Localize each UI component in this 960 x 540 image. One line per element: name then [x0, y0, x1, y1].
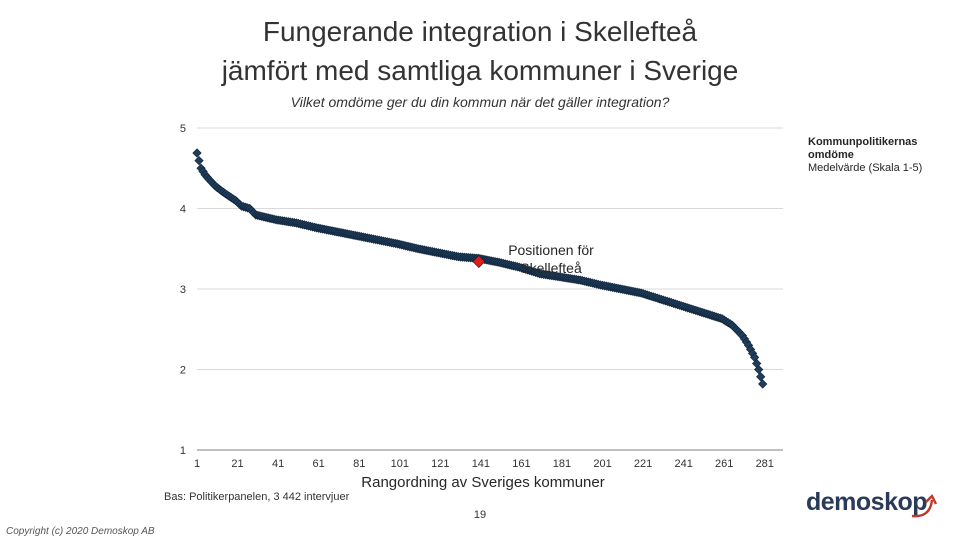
legend-subtitle: Medelvärde (Skala 1-5) [808, 162, 923, 174]
x-tick-label: 61 [313, 458, 325, 470]
x-axis-title: Rangordning av Sveriges kommuner [361, 474, 604, 491]
y-tick-label: 5 [180, 123, 186, 135]
data-point [756, 372, 766, 382]
y-tick-label: 3 [180, 284, 186, 296]
legend: Kommunpolitikernas omdöme Medelvärde (Sk… [808, 136, 948, 175]
highlight-label-line-2: Skellefteå [520, 260, 582, 276]
legend-title: Kommunpolitikernas omdöme [808, 136, 918, 161]
data-points [192, 148, 768, 389]
x-tick-label: 141 [472, 458, 490, 470]
y-tick-label: 2 [180, 365, 186, 377]
title-line-2: jämfört med samtliga kommuner i Sverige [221, 55, 739, 86]
data-point [192, 148, 202, 158]
grid-layer [197, 127, 783, 370]
x-tick-label: 281 [756, 458, 774, 470]
x-tick-label: 81 [353, 458, 365, 470]
copyright-note: Copyright (c) 2020 Demoskop AB [6, 526, 155, 537]
data-point [754, 364, 764, 375]
y-tick-label: 4 [180, 204, 186, 216]
slide-title: Fungerande integration i Skellefteå jämf… [0, 12, 960, 90]
data-point [194, 155, 204, 166]
x-tick-label: 21 [231, 458, 243, 470]
page-number: 19 [473, 509, 487, 521]
highlight-point [472, 255, 486, 269]
x-tick-label: 121 [431, 458, 449, 470]
title-line-1: Fungerande integration i Skellefteå [262, 16, 698, 47]
x-tick-label: 41 [272, 458, 284, 470]
logo-arrow-icon [911, 493, 938, 518]
x-tick-label: 221 [634, 458, 652, 470]
x-tick-label: 101 [391, 458, 409, 470]
base-note: Bas: Politikerpanelen, 3 442 intervjuer [164, 491, 350, 503]
demoskop-logo: demoskop [806, 488, 928, 516]
x-tick-label: 181 [553, 458, 571, 470]
x-tick-label: 1 [194, 458, 200, 470]
y-tick-label: 1 [180, 445, 186, 457]
highlight-label-line-1: Positionen för [508, 242, 594, 258]
x-tick-label: 261 [715, 458, 733, 470]
x-tick-label: 161 [512, 458, 530, 470]
data-point [758, 379, 768, 389]
x-tick-label: 241 [674, 458, 692, 470]
x-tick-label: 201 [593, 458, 611, 470]
chart-question: Vilket omdöme ger du din kommun när det … [290, 94, 670, 110]
